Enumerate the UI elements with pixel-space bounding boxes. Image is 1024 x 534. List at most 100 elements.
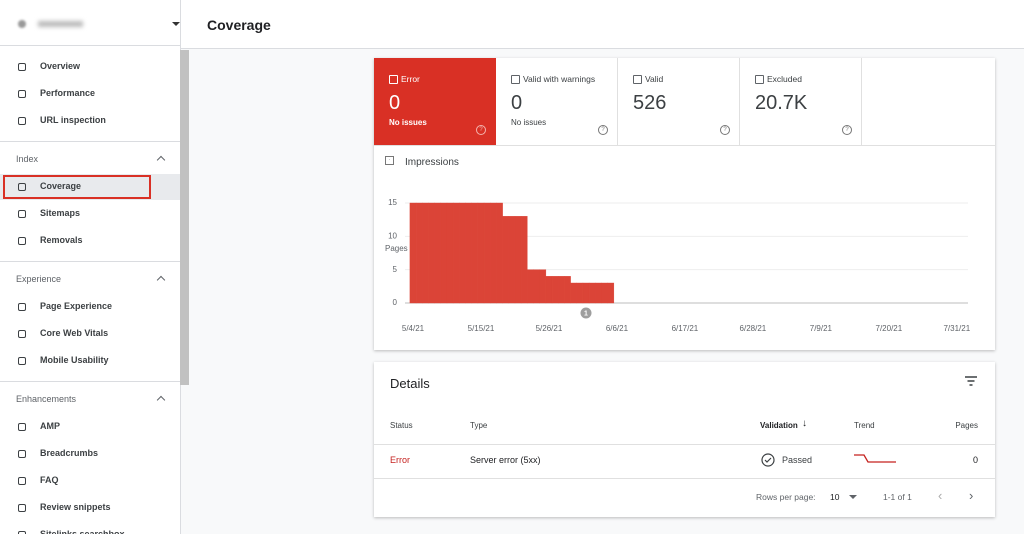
nav-item[interactable]: AMP <box>40 421 60 431</box>
x-tick-label: 5/26/21 <box>536 324 563 333</box>
tab-value: 526 <box>633 92 667 114</box>
tab-checkbox[interactable] <box>511 75 520 84</box>
bar <box>545 276 553 304</box>
bar <box>502 216 509 304</box>
tab-label: Valid <box>645 74 664 84</box>
nav-item[interactable]: FAQ <box>40 475 59 485</box>
bar <box>582 282 590 304</box>
nav-icon <box>18 210 26 218</box>
bar <box>558 276 565 304</box>
help-icon[interactable]: ? <box>598 125 608 135</box>
impressions-toggle[interactable]: Impressions <box>405 157 459 168</box>
nav-icon <box>18 450 26 458</box>
property-dropdown[interactable] <box>172 22 180 26</box>
sort-arrow[interactable]: ↓ <box>802 418 807 429</box>
bar <box>508 216 516 304</box>
annotation-marker[interactable] <box>580 307 592 319</box>
help-icon[interactable]: ? <box>720 125 730 135</box>
nav-item[interactable]: Removals <box>40 235 83 245</box>
y-tick-label: 10 <box>388 231 397 240</box>
bar <box>588 282 596 304</box>
summary-tab[interactable]: Valid with warnings 0 No issues? <box>496 58 618 145</box>
next-page[interactable]: › <box>969 488 974 503</box>
tab-checkbox[interactable] <box>389 75 398 84</box>
y-tick-label: 0 <box>393 298 398 307</box>
bar <box>477 202 485 304</box>
filter-icon[interactable] <box>964 375 978 387</box>
divider <box>0 261 180 262</box>
tab-label: Valid with warnings <box>523 74 596 84</box>
tab-checkbox[interactable] <box>633 75 642 84</box>
bar <box>446 202 454 304</box>
column-header[interactable]: Validation <box>760 421 798 430</box>
section-caret[interactable] <box>156 275 166 285</box>
column-header: Trend <box>854 421 875 430</box>
bar <box>570 282 577 304</box>
column-header: Status <box>390 421 413 430</box>
bar <box>465 202 472 304</box>
column-header: Type <box>470 421 488 430</box>
bar <box>440 202 448 304</box>
nav-item[interactable]: Sitemaps <box>40 208 81 218</box>
nav-icon <box>18 63 26 71</box>
summary-tab[interactable]: Excluded 20.7K? <box>740 58 862 145</box>
bar <box>601 282 608 304</box>
nav-item[interactable]: Review snippets <box>40 502 111 512</box>
nav-item[interactable]: Coverage <box>40 181 82 191</box>
x-tick-label: 7/20/21 <box>876 324 903 333</box>
summary-tab[interactable]: Error 0 No issues? <box>374 58 496 145</box>
nav-item[interactable]: Page Experience <box>40 301 113 311</box>
nav-item[interactable]: Core Web Vitals <box>40 328 109 338</box>
x-tick-label: 6/17/21 <box>672 324 699 333</box>
type-cell[interactable]: Server error (5xx) <box>470 455 541 465</box>
nav-item[interactable]: Breadcrumbs <box>40 448 99 458</box>
x-tick-label: 7/31/21 <box>943 324 970 333</box>
rows-dropdown[interactable] <box>849 495 857 499</box>
section-title[interactable]: Index <box>16 154 39 164</box>
x-tick-label: 6/6/21 <box>606 324 629 333</box>
y-tick-label: 15 <box>388 198 397 207</box>
tab-label: Excluded <box>767 74 802 84</box>
highlight-box <box>3 175 151 199</box>
section-caret[interactable] <box>156 155 166 165</box>
tab-label: Error <box>401 74 420 84</box>
annotation-label: 1 <box>584 310 588 317</box>
section-caret[interactable] <box>156 395 166 405</box>
nav-icon <box>18 531 26 534</box>
divider <box>0 45 180 46</box>
status-cell[interactable]: Error <box>390 455 410 465</box>
help-icon[interactable]: ? <box>476 125 486 135</box>
impressions-checkbox[interactable]: · <box>385 156 394 165</box>
page-range: 1-1 of 1 <box>883 492 912 502</box>
x-tick-label: 5/15/21 <box>468 324 495 333</box>
bar <box>564 276 571 304</box>
tab-checkbox[interactable] <box>755 75 764 84</box>
summary-tab[interactable]: Valid 526? <box>618 58 740 145</box>
nav-item[interactable]: Sitelinks searchbox <box>40 529 125 534</box>
column-header: Pages <box>955 421 978 430</box>
prev-page[interactable]: ‹ <box>938 488 943 503</box>
help-icon[interactable]: ? <box>842 125 852 135</box>
nav-item[interactable]: Mobile Usability <box>40 355 109 365</box>
bar <box>520 216 528 304</box>
nav-item[interactable]: Performance <box>40 88 96 98</box>
bar <box>576 282 584 304</box>
y-axis-label: Pages <box>385 244 408 253</box>
nav-item[interactable]: URL inspection <box>40 115 106 125</box>
nav-icon <box>18 477 26 485</box>
bar <box>607 282 615 304</box>
nav-icon <box>18 330 26 338</box>
divider <box>0 381 180 382</box>
section-title[interactable]: Experience <box>16 274 62 284</box>
section-title[interactable]: Enhancements <box>16 394 77 404</box>
tab-note: No issues <box>389 118 427 127</box>
sidebar: Overview Performance URL inspection Index Co… <box>0 0 181 534</box>
bar <box>533 269 540 304</box>
rows-per-page[interactable]: 10 <box>830 492 840 502</box>
nav-icon <box>18 117 26 125</box>
nav-item[interactable]: Overview <box>40 61 81 71</box>
tab-note: No issues <box>511 118 547 127</box>
bar <box>471 202 479 304</box>
page-title: Coverage <box>207 17 271 33</box>
